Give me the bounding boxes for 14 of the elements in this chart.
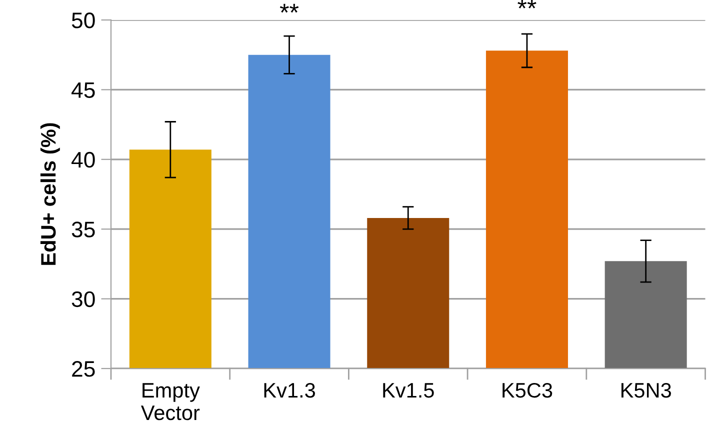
y-tick-label: 30 [72,291,95,308]
x-tick-label: Kv1.3 [264,382,315,398]
annotation: ** [280,4,299,13]
x-tick-label: K5C3 [502,382,552,398]
x-tick-label: Empty Vector [140,383,200,420]
y-tick-label: 40 [71,152,95,168]
y-tick-label: 45 [71,82,95,98]
y-axis-title: EdU+ cells (%) [40,123,60,265]
annotation: ** [518,0,536,8]
x-tick-label: Kv1.5 [383,383,434,398]
y-tick-label: 35 [72,222,95,238]
x-tick-label: K5N3 [621,382,671,398]
y-tick-label: 25 [72,361,95,377]
y-tick-label: 50 [72,12,95,28]
